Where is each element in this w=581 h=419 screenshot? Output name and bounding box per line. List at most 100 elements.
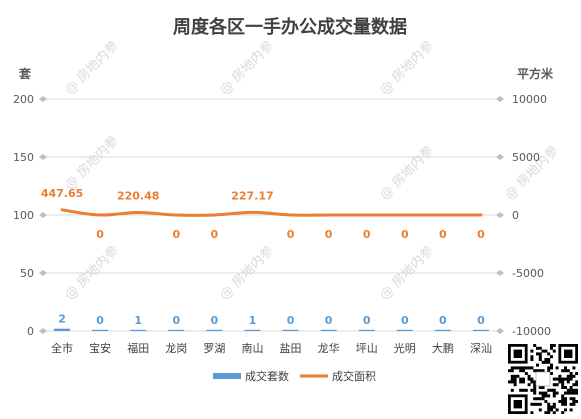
qr-module [572,388,576,392]
qr-module [552,402,556,406]
bar-data-label: 0 [287,314,295,327]
qr-module [561,386,565,389]
line-series [60,208,483,217]
category-labels: 全市 宝安 福田 龙岗 罗湖 南山 盐田 龙华 坪山 光明 大鹏 深汕 [51,341,492,355]
qr-module [513,380,517,384]
qr-module [538,386,542,389]
qr-module [572,402,576,406]
qr-module [566,377,570,381]
qr-module [550,388,553,392]
bar-data-label: 0 [96,314,104,327]
qr-module [569,386,573,389]
qr-module [572,397,576,401]
bar [320,329,337,331]
qr-module [533,386,537,389]
bar [396,329,413,331]
line-data-label: 0 [325,228,333,241]
watermarks: @ 房地内参@ 房地内参@ 房地内参@ 房地内参@ 房地内参@ 房地内参@ 房地… [62,38,562,303]
qr-module [530,358,534,361]
line-data-label: 0 [172,228,180,241]
qr-module [536,402,539,406]
bar [282,329,299,331]
qr-module [558,400,562,403]
right-tick-label: 10000 [512,93,547,106]
qr-module [510,380,514,384]
qr-module [510,377,514,381]
qr-module [575,383,578,387]
right-axis-ticks: -10000 -5000 0 5000 10000 [512,93,551,338]
qr-module [541,394,545,398]
qr-module [510,369,514,373]
qr-module [550,366,553,370]
legend-label: 成交面积 [332,369,376,383]
qr-module [538,369,542,373]
qr-module [544,400,548,403]
qr-module [530,411,534,414]
qr-module [541,360,545,364]
left-tick-label: 50 [20,267,34,280]
qr-module [547,411,551,414]
chart-title: 周度各区一手办公成交量数据 [173,16,407,38]
category-label: 光明 [394,341,416,355]
qr-module [547,402,551,406]
qr-module [550,346,553,350]
left-tick-label: 100 [13,209,34,222]
left-axis-ticks: 0 50 100 150 200 [13,93,34,338]
category-label: 宝安 [89,341,111,355]
qr-module [527,377,531,381]
qr-module [547,360,551,364]
qr-module [575,391,578,395]
qr-module [541,386,545,389]
legend: 成交套数 成交面积 [213,369,376,383]
grid-marker [496,328,504,334]
watermark-text: @ 房地内参 [217,38,277,98]
right-tick-label: 0 [512,209,519,222]
qr-module [558,380,562,384]
qr-module [530,388,534,392]
left-tick-label: 150 [13,151,34,164]
qr-module [541,349,545,353]
qr-module [538,355,542,359]
qr-module [516,366,520,370]
qr-module [564,400,567,403]
qr-module [508,380,511,384]
line-path [60,208,483,217]
qr-module [536,352,539,356]
bar [434,329,451,331]
qr-module [530,380,534,384]
qr-module [530,377,534,381]
qr-module [555,383,559,387]
qr-module [533,380,537,384]
grid-marker [39,270,47,276]
qr-module [536,363,539,367]
qr-module [519,380,523,384]
qr-module [550,405,553,409]
qr-module [572,391,576,395]
qr-module [527,383,531,387]
grid-marker [39,96,47,102]
qr-module [561,402,565,406]
bar [92,329,109,331]
category-label: 龙华 [318,341,340,355]
qr-module [538,346,542,350]
qr-module [536,369,539,373]
qr-module [564,391,567,395]
watermark-text: @ 房地内参 [62,38,122,98]
line-data-label: 447.65 [41,187,83,200]
category-label: 坪山 [356,342,378,355]
qr-module [552,344,556,347]
grid-marker [496,270,504,276]
qr-finder [564,349,573,358]
qr-module [564,397,567,401]
qr-module [541,369,545,373]
qr-module [513,366,517,370]
qr-module [524,372,528,375]
left-axis-unit: 套 [18,66,32,81]
category-label: 全市 [51,341,73,355]
qr-module [564,369,567,373]
qr-module [533,402,537,406]
qr-module [564,386,567,389]
qr-module [575,400,578,403]
bar-data-label: 0 [439,314,447,327]
qr-module [564,377,567,381]
